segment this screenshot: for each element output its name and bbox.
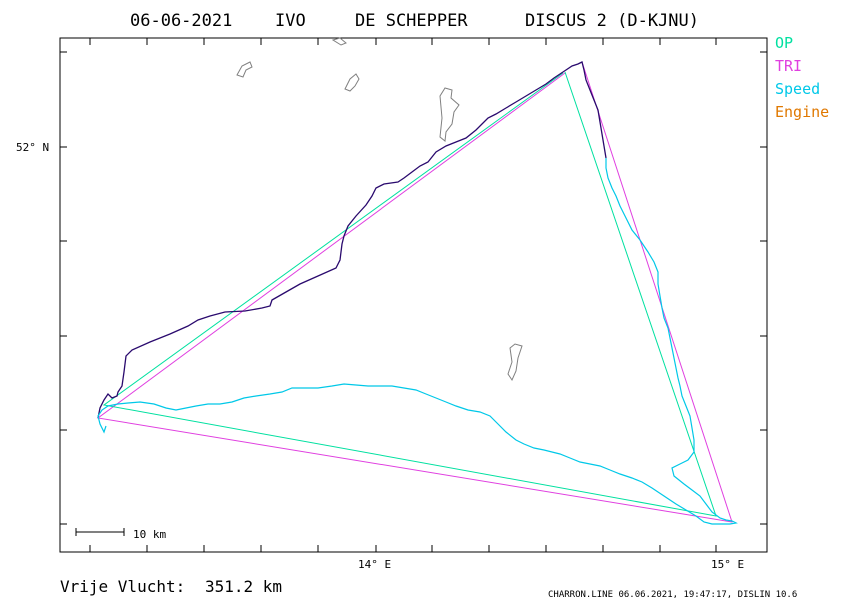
lake-2 [344, 73, 360, 92]
legend-op: OP [775, 34, 793, 52]
lakes [236, 37, 523, 382]
tri-line [96, 61, 733, 523]
op-line [102, 71, 717, 517]
lake-5 [507, 343, 523, 382]
lat-label-52n: 52° N [16, 141, 49, 154]
distance-label: Vrije Vlucht: [60, 577, 185, 596]
lake-1 [236, 61, 253, 78]
lake-3 [331, 37, 347, 46]
distance-value: 351.2 km [205, 577, 282, 596]
track-speed [97, 158, 738, 525]
legend-engine: Engine [775, 103, 829, 121]
lon-label-14e: 14° E [358, 558, 391, 571]
title-glider: DISCUS 2 (D-KJNU) [525, 11, 699, 31]
right-ticks [760, 51, 767, 525]
title-pilot-last: DE SCHEPPER [355, 11, 468, 31]
left-ticks [60, 51, 67, 525]
track-dark [97, 61, 607, 419]
legend-speed: Speed [775, 80, 820, 98]
legend-tri: TRI [775, 57, 802, 75]
bottom-ticks [89, 545, 717, 552]
top-ticks [89, 38, 717, 45]
scale-label: 10 km [133, 528, 166, 541]
scale-bar [75, 528, 125, 536]
title-date: 06-06-2021 [130, 11, 232, 31]
map-frame [59, 37, 768, 553]
title-pilot-first: IVO [275, 11, 306, 31]
lake-4 [439, 87, 460, 142]
credits-text: CHARRON.LINE 06.06.2021, 19:47:17, DISLI… [548, 590, 797, 600]
lon-label-15e: 15° E [711, 558, 744, 571]
